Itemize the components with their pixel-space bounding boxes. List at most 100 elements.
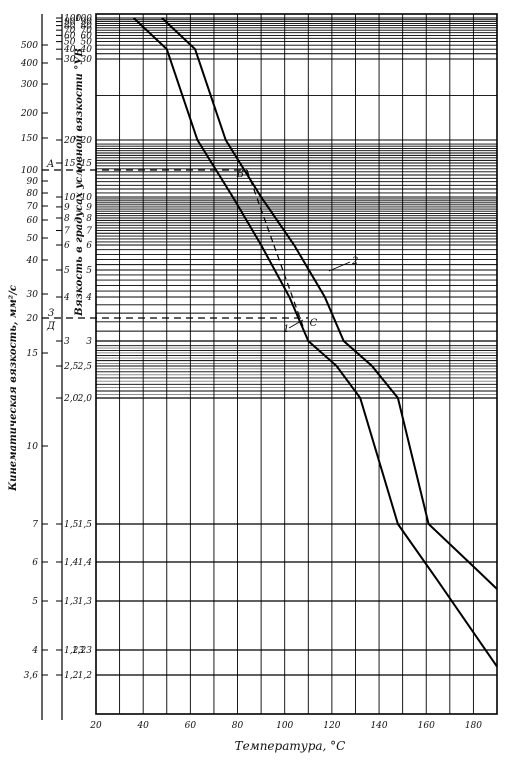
grid-engler-label: 1,4: [78, 558, 93, 568]
grid-engler-label: 4: [85, 293, 92, 303]
x-tick-label: 60: [185, 721, 197, 731]
annotation-1: A: [46, 159, 54, 170]
grid-engler-label: 3: [86, 337, 92, 347]
engler-tick-label: 10: [64, 193, 76, 203]
kinematic-tick-label: 40: [26, 256, 39, 266]
grid-engler-label: 2,5: [77, 362, 93, 372]
curve-label-1: 1: [283, 324, 289, 335]
engler-tick-label: 80: [64, 22, 76, 32]
engler-tick-label: 100: [64, 14, 81, 24]
engler-tick-label: 8: [64, 214, 70, 224]
grid-engler-label: 6: [86, 241, 92, 251]
grid-engler-label: 80: [81, 22, 93, 32]
engler-tick-label: 6: [64, 241, 70, 251]
engler-tick-label: 40: [63, 45, 76, 55]
engler-tick-label: 70: [64, 26, 76, 36]
engler-tick-label: 30: [64, 55, 76, 65]
kinematic-tick-label: 30: [27, 290, 39, 300]
x-tick-label: 80: [232, 721, 244, 731]
x-tick-label: 20: [89, 721, 102, 731]
engler-tick-label: 7: [64, 227, 70, 237]
kinematic-tick-label: 15: [27, 349, 39, 359]
grid-engler-label: 20: [80, 136, 93, 146]
engler-tick-label: 3: [64, 337, 70, 347]
engler-tick-label: 9: [64, 203, 70, 213]
kinematic-tick-label: 300: [21, 80, 38, 90]
kinematic-tick-label: 50: [27, 234, 39, 244]
kinematic-tick-label: 70: [27, 202, 39, 212]
grid-engler-label: 100: [75, 14, 92, 24]
x-tick-label: 100: [276, 721, 293, 731]
kinematic-tick-label: 100: [21, 166, 38, 176]
x-tick-label: 120: [323, 721, 340, 731]
kinematic-tick-label: 80: [27, 189, 39, 199]
engler-tick-label: 2,5: [63, 362, 79, 372]
grid-engler-label: 9: [86, 203, 92, 213]
kinematic-tick-label: 150: [21, 134, 38, 144]
kinematic-tick-label: 6: [32, 558, 38, 568]
kinematic-tick-label: 60: [27, 216, 39, 226]
grid-engler-label: 40: [80, 45, 93, 55]
engler-tick-label: 20: [63, 136, 76, 146]
grid-engler-label: 70: [81, 26, 93, 36]
engler-tick-label: 50: [64, 38, 76, 48]
curve-2: [161, 17, 498, 590]
grid-engler-label: 60: [81, 31, 93, 41]
engler-tick-label: 1,4: [64, 558, 79, 568]
engler-tick-label: 15: [64, 159, 76, 169]
grid-engler-label: 2,0: [77, 394, 93, 404]
dash-line-b-c: [246, 169, 305, 329]
grid-engler-label: 1,23: [72, 646, 92, 656]
engler-tick-label: 5: [64, 266, 70, 276]
vertical-grid: [119, 14, 474, 714]
horizontal-grid: [96, 17, 497, 676]
grid-engler-label: 50: [81, 38, 93, 48]
grid-engler-label: 8: [86, 214, 92, 224]
grid-layer: [95, 13, 498, 715]
grid-engler-label: 1,3: [78, 597, 93, 607]
kinematic-tick-label: 400: [20, 59, 38, 69]
annotation-4: Д: [46, 321, 56, 332]
y-axis-label-engler: Вязкость в градусах условной вязкости °У…: [74, 48, 85, 317]
kinematic-tick-label: 10: [27, 442, 39, 452]
plot-frame: [95, 13, 498, 715]
grid-engler-label: 90: [81, 18, 93, 28]
grid-engler-label: 5: [86, 266, 92, 276]
kinematic-tick-label: 7: [32, 520, 38, 530]
kinematic-tick-label: 90: [27, 177, 39, 187]
engler-tick-label: 90: [64, 18, 76, 28]
curve-label-leader-2: [328, 261, 351, 272]
kinematic-tick-label: 3,6: [24, 671, 39, 681]
annotation-3: C: [310, 318, 318, 329]
grid-engler-label: 7: [86, 227, 92, 237]
engler-tick-label: 60: [64, 31, 76, 41]
annotation-5: 3: [48, 308, 54, 319]
engler-tick-label: 4: [63, 293, 70, 303]
annotations: A B C Д 3: [46, 159, 318, 332]
curves: 12: [133, 17, 498, 668]
grid-engler-label: 30: [81, 55, 93, 65]
dashed-construction-lines: [42, 169, 309, 329]
x-tick-label: 180: [465, 721, 482, 731]
engler-tick-label: 2,0: [63, 394, 79, 404]
engler-tick-label: 1,2: [64, 671, 79, 681]
grid-engler-label: 1,2: [78, 671, 93, 681]
engler-tick-label: 1,23: [64, 646, 84, 656]
grid-engler-label: 10: [81, 193, 93, 203]
x-axis-label: Температура, °С: [235, 739, 346, 753]
engler-tick-label: 1,3: [64, 597, 79, 607]
kinematic-tick-label: 4: [31, 646, 38, 656]
kinematic-tick-label: 5: [32, 597, 38, 607]
annotation-2: B: [236, 169, 244, 180]
x-tick-label: 40: [136, 721, 149, 731]
kinematic-tick-label: 200: [20, 109, 38, 119]
x-ticks: 20 40 60 80 100 120 140 160 180: [89, 721, 482, 731]
kinematic-tick-label: 20: [26, 314, 39, 324]
curve-1: [133, 17, 498, 668]
grid-engler-label: 15: [81, 159, 93, 169]
curve-label-leader-1: [288, 319, 304, 329]
